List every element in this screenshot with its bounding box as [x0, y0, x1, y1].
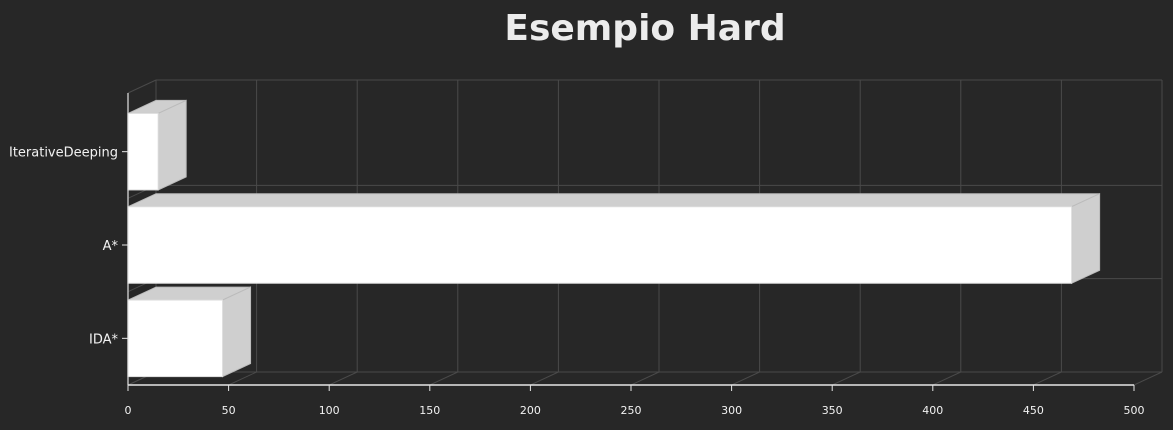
x-tick-label: 450 [1023, 404, 1044, 417]
grid-line-floor [630, 371, 660, 386]
x-tick-label: 200 [520, 404, 541, 417]
x-tick-label: 500 [1124, 404, 1145, 417]
bars [127, 99, 1101, 378]
grid-line-floor [1033, 371, 1062, 386]
x-tick-label: 50 [222, 404, 236, 417]
grid-line-floor [328, 371, 358, 386]
bar-side-face [157, 99, 187, 191]
bar-top-face [127, 193, 1100, 208]
grid-line-floor [228, 371, 257, 386]
x-tick-label: 0 [125, 404, 132, 417]
grid-line-floor [1133, 371, 1163, 386]
grid-line-floor [932, 371, 962, 386]
bar [127, 299, 224, 378]
x-tick-label: 300 [721, 404, 742, 417]
x-tick-label: 100 [319, 404, 340, 417]
bar-side-face [1071, 192, 1101, 285]
grid-line-floor [429, 371, 459, 386]
y-tick-label: IDA* [89, 332, 119, 347]
x-tick-label: 350 [822, 404, 843, 417]
y-axis-labels: IterativeDeeping A* IDA* [9, 146, 128, 347]
grid-line-floor [831, 371, 861, 386]
y-tick-label: A* [103, 239, 119, 254]
x-tick-label: 150 [419, 404, 440, 417]
grid-line-floor [530, 371, 559, 386]
grid-line-depth [127, 79, 157, 94]
chart-title: Esempio Hard [504, 8, 785, 49]
x-axis-ticks: 0 50 100 150 200 250 300 350 400 450 500 [125, 385, 1145, 417]
y-tick-label: IterativeDeeping [9, 146, 118, 161]
x-tick-label: 250 [621, 404, 642, 417]
bar-side-face [222, 286, 252, 378]
x-tick-label: 400 [922, 404, 943, 417]
bar [127, 112, 159, 191]
bar [127, 206, 1073, 284]
grid-line-floor [731, 371, 760, 386]
